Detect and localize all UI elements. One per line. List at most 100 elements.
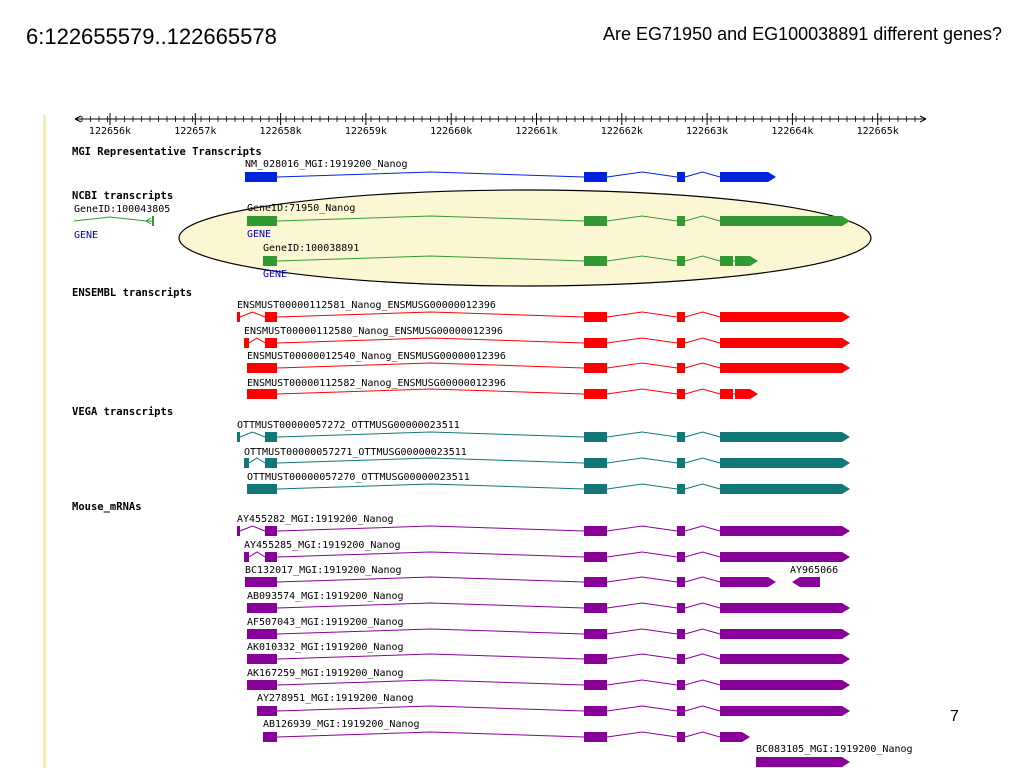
exon-arrow [735,256,758,266]
intron [276,628,585,635]
transcript-label: AY455285_MGI:1919200_Nanog [244,540,401,551]
exon [677,458,685,468]
ruler-tick-label: 122663k [686,126,728,137]
exon [720,389,733,399]
intron [684,171,721,178]
track-mouse-mrnas [237,525,850,767]
intron [606,457,678,464]
transcript-label: ENSMUST00000012540_Nanog_ENSMUSG00000012… [247,351,506,362]
exon [257,706,277,716]
transcript [247,602,850,613]
exon [584,216,607,226]
exon-arrow [720,526,850,536]
transcript [257,705,850,716]
intron [606,576,678,583]
transcript-label: OTTMUST00000057271_OTTMUSG00000023511 [244,447,467,458]
exon [677,706,685,716]
intron [239,431,266,438]
intron [606,551,678,558]
transcript-label: BC083105_MGI:1919200_Nanog [756,744,913,755]
intron [276,215,585,222]
exon [677,732,685,742]
exon-arrow [720,216,850,226]
transcript [245,576,820,587]
ruler [74,113,927,125]
transcript [247,388,758,399]
exon [720,256,733,266]
exon-arrow [720,484,850,494]
intron [276,679,585,686]
exon [584,654,607,664]
exon [677,654,685,664]
intron [606,255,678,262]
exon [584,526,607,536]
transcript [73,216,154,226]
intron [684,215,721,222]
transcript [247,653,850,664]
intron [684,653,721,660]
slide-title: 6:122655579..122665578 [26,24,277,49]
exon [584,458,607,468]
exon [237,432,240,442]
exon [247,484,277,494]
transcript-label: ENSMUST00000112582_Nanog_ENSMUSG00000012… [247,378,506,389]
exon [247,629,277,639]
ruler-tick-label: 122656k [89,126,131,137]
exon [677,363,685,373]
gene-link: GENE [247,229,271,240]
exon-arrow-reverse [792,577,820,587]
intron [606,215,678,222]
gene-link: GENE [263,269,287,280]
intron [684,551,721,558]
intron [276,653,585,660]
exon-arrow [720,706,850,716]
exon [584,706,607,716]
transcript [263,731,750,742]
exon-arrow [720,552,850,562]
transcript [244,551,850,562]
transcript-label: GeneID:100038891 [263,243,359,254]
intron [606,653,678,660]
ruler-arrow-left [74,115,82,123]
exon-arrow [720,603,850,613]
ruler-tick-label: 122660k [430,126,472,137]
intron [276,576,585,583]
exon-arrow [735,389,758,399]
ruler-tick-label: 122662k [601,126,643,137]
exon [584,732,607,742]
exon [247,363,277,373]
exon [677,172,685,182]
exon [265,338,277,348]
exon [247,216,277,226]
exon [677,389,685,399]
intron [606,483,678,490]
intron [684,705,721,712]
intron [684,628,721,635]
transcript [244,337,850,348]
track-title: VEGA transcripts [72,406,173,418]
exon [584,363,607,373]
track-title: MGI Representative Transcripts [72,146,262,158]
ruler-tick-label: 122661k [515,126,557,137]
exon-arrow [720,577,776,587]
exon-arrow [720,458,850,468]
intron [684,483,721,490]
transcript-label: OTTMUST00000057272_OTTMUSG00000023511 [237,420,460,431]
exon [584,552,607,562]
intron [276,431,585,438]
track-ensembl-transcripts [237,311,850,399]
transcript-label: AB126939_MGI:1919200_Nanog [263,719,420,730]
intron [248,457,266,464]
transcript [247,215,850,226]
intron [606,171,678,178]
intron [684,388,721,395]
exon [584,577,607,587]
exon-arrow [720,363,850,373]
intron [684,362,721,369]
exon [265,458,277,468]
intron [276,337,585,344]
intron [606,311,678,318]
intron [606,731,678,738]
intron [248,337,266,344]
